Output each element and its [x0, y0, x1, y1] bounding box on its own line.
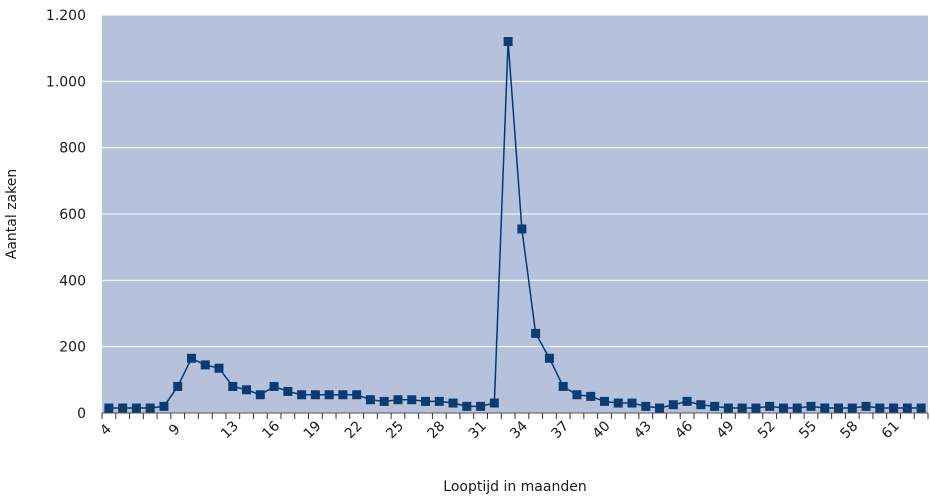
y-tick-label: 0	[77, 406, 86, 422]
data-point	[572, 390, 582, 400]
data-point	[737, 403, 747, 413]
y-tick-label: 200	[59, 340, 86, 356]
x-tick-label: 16	[259, 418, 283, 442]
data-point	[696, 400, 706, 410]
data-point	[118, 403, 128, 413]
x-tick-label: 31	[466, 418, 490, 442]
data-point	[186, 353, 196, 363]
y-tick-label: 1.000	[46, 74, 86, 90]
x-tick-label: 58	[837, 418, 861, 442]
x-tick-label: 25	[383, 418, 407, 442]
x-tick-label: 34	[507, 418, 531, 442]
x-tick-label: 61	[879, 418, 903, 442]
x-tick-label: 37	[548, 418, 572, 442]
x-tick-label: 9	[166, 421, 184, 439]
data-point	[297, 390, 307, 400]
data-point	[558, 381, 568, 391]
data-point	[434, 396, 444, 406]
x-tick-label: 49	[714, 418, 738, 442]
y-tick-label: 600	[59, 207, 86, 223]
data-point	[710, 401, 720, 411]
y-tick-label: 1.200	[46, 8, 86, 24]
data-point	[531, 328, 541, 338]
data-point	[159, 401, 169, 411]
data-point	[448, 398, 458, 408]
series-line	[104, 37, 926, 413]
data-point	[489, 398, 499, 408]
data-point	[613, 398, 623, 408]
data-point	[627, 398, 637, 408]
data-point	[269, 381, 279, 391]
data-point	[214, 363, 224, 373]
data-point	[778, 403, 788, 413]
data-point	[751, 403, 761, 413]
x-tick-label: 55	[796, 418, 820, 442]
data-point	[847, 403, 857, 413]
data-point	[352, 390, 362, 400]
data-point	[765, 401, 775, 411]
data-point	[517, 224, 527, 234]
data-point	[379, 396, 389, 406]
data-point	[655, 403, 665, 413]
data-point	[393, 395, 403, 405]
data-point	[682, 396, 692, 406]
data-point	[200, 360, 210, 370]
data-point	[586, 391, 596, 401]
x-axis-ticks: 4 9 13 16 19 22 25 28 31 34 37 40 43 46 49 52 55 58 61	[97, 413, 929, 442]
data-point	[324, 390, 334, 400]
y-axis-ticks: 0 200 400 600 800 1.000 1.200	[46, 8, 86, 422]
data-point	[599, 396, 609, 406]
data-point	[889, 403, 899, 413]
x-tick-label: 43	[631, 418, 655, 442]
data-point	[792, 403, 802, 413]
data-point	[407, 395, 417, 405]
x-tick-label: 19	[301, 418, 325, 442]
data-point	[668, 400, 678, 410]
data-point	[544, 353, 554, 363]
data-point	[462, 401, 472, 411]
data-point	[834, 403, 844, 413]
x-tick-label: 52	[755, 418, 779, 442]
data-point	[916, 403, 926, 413]
x-tick-label: 40	[590, 418, 614, 442]
y-tick-label: 400	[59, 273, 86, 289]
data-point	[365, 395, 375, 405]
data-point	[503, 37, 513, 47]
data-point	[131, 403, 141, 413]
x-tick-label: 4	[97, 421, 115, 439]
data-point	[283, 386, 293, 396]
data-point	[641, 401, 651, 411]
data-point	[875, 403, 885, 413]
x-tick-label: 22	[342, 418, 366, 442]
x-tick-label: 13	[218, 418, 242, 442]
data-point	[255, 390, 265, 400]
data-point	[338, 390, 348, 400]
y-axis-title: Aantal zaken	[4, 169, 20, 259]
data-point	[421, 396, 431, 406]
x-axis-title: Looptijd in maanden	[443, 479, 586, 495]
x-tick-label: 46	[672, 418, 696, 442]
x-tick-label: 28	[424, 418, 448, 442]
data-point	[242, 385, 252, 395]
data-point	[476, 401, 486, 411]
data-point	[861, 401, 871, 411]
y-tick-label: 800	[59, 141, 86, 157]
data-point	[806, 401, 816, 411]
data-point	[310, 390, 320, 400]
data-point	[145, 403, 155, 413]
data-point	[104, 403, 114, 413]
data-point	[820, 403, 830, 413]
data-point	[173, 381, 183, 391]
data-point	[228, 381, 238, 391]
data-point	[902, 403, 912, 413]
data-point	[723, 403, 733, 413]
